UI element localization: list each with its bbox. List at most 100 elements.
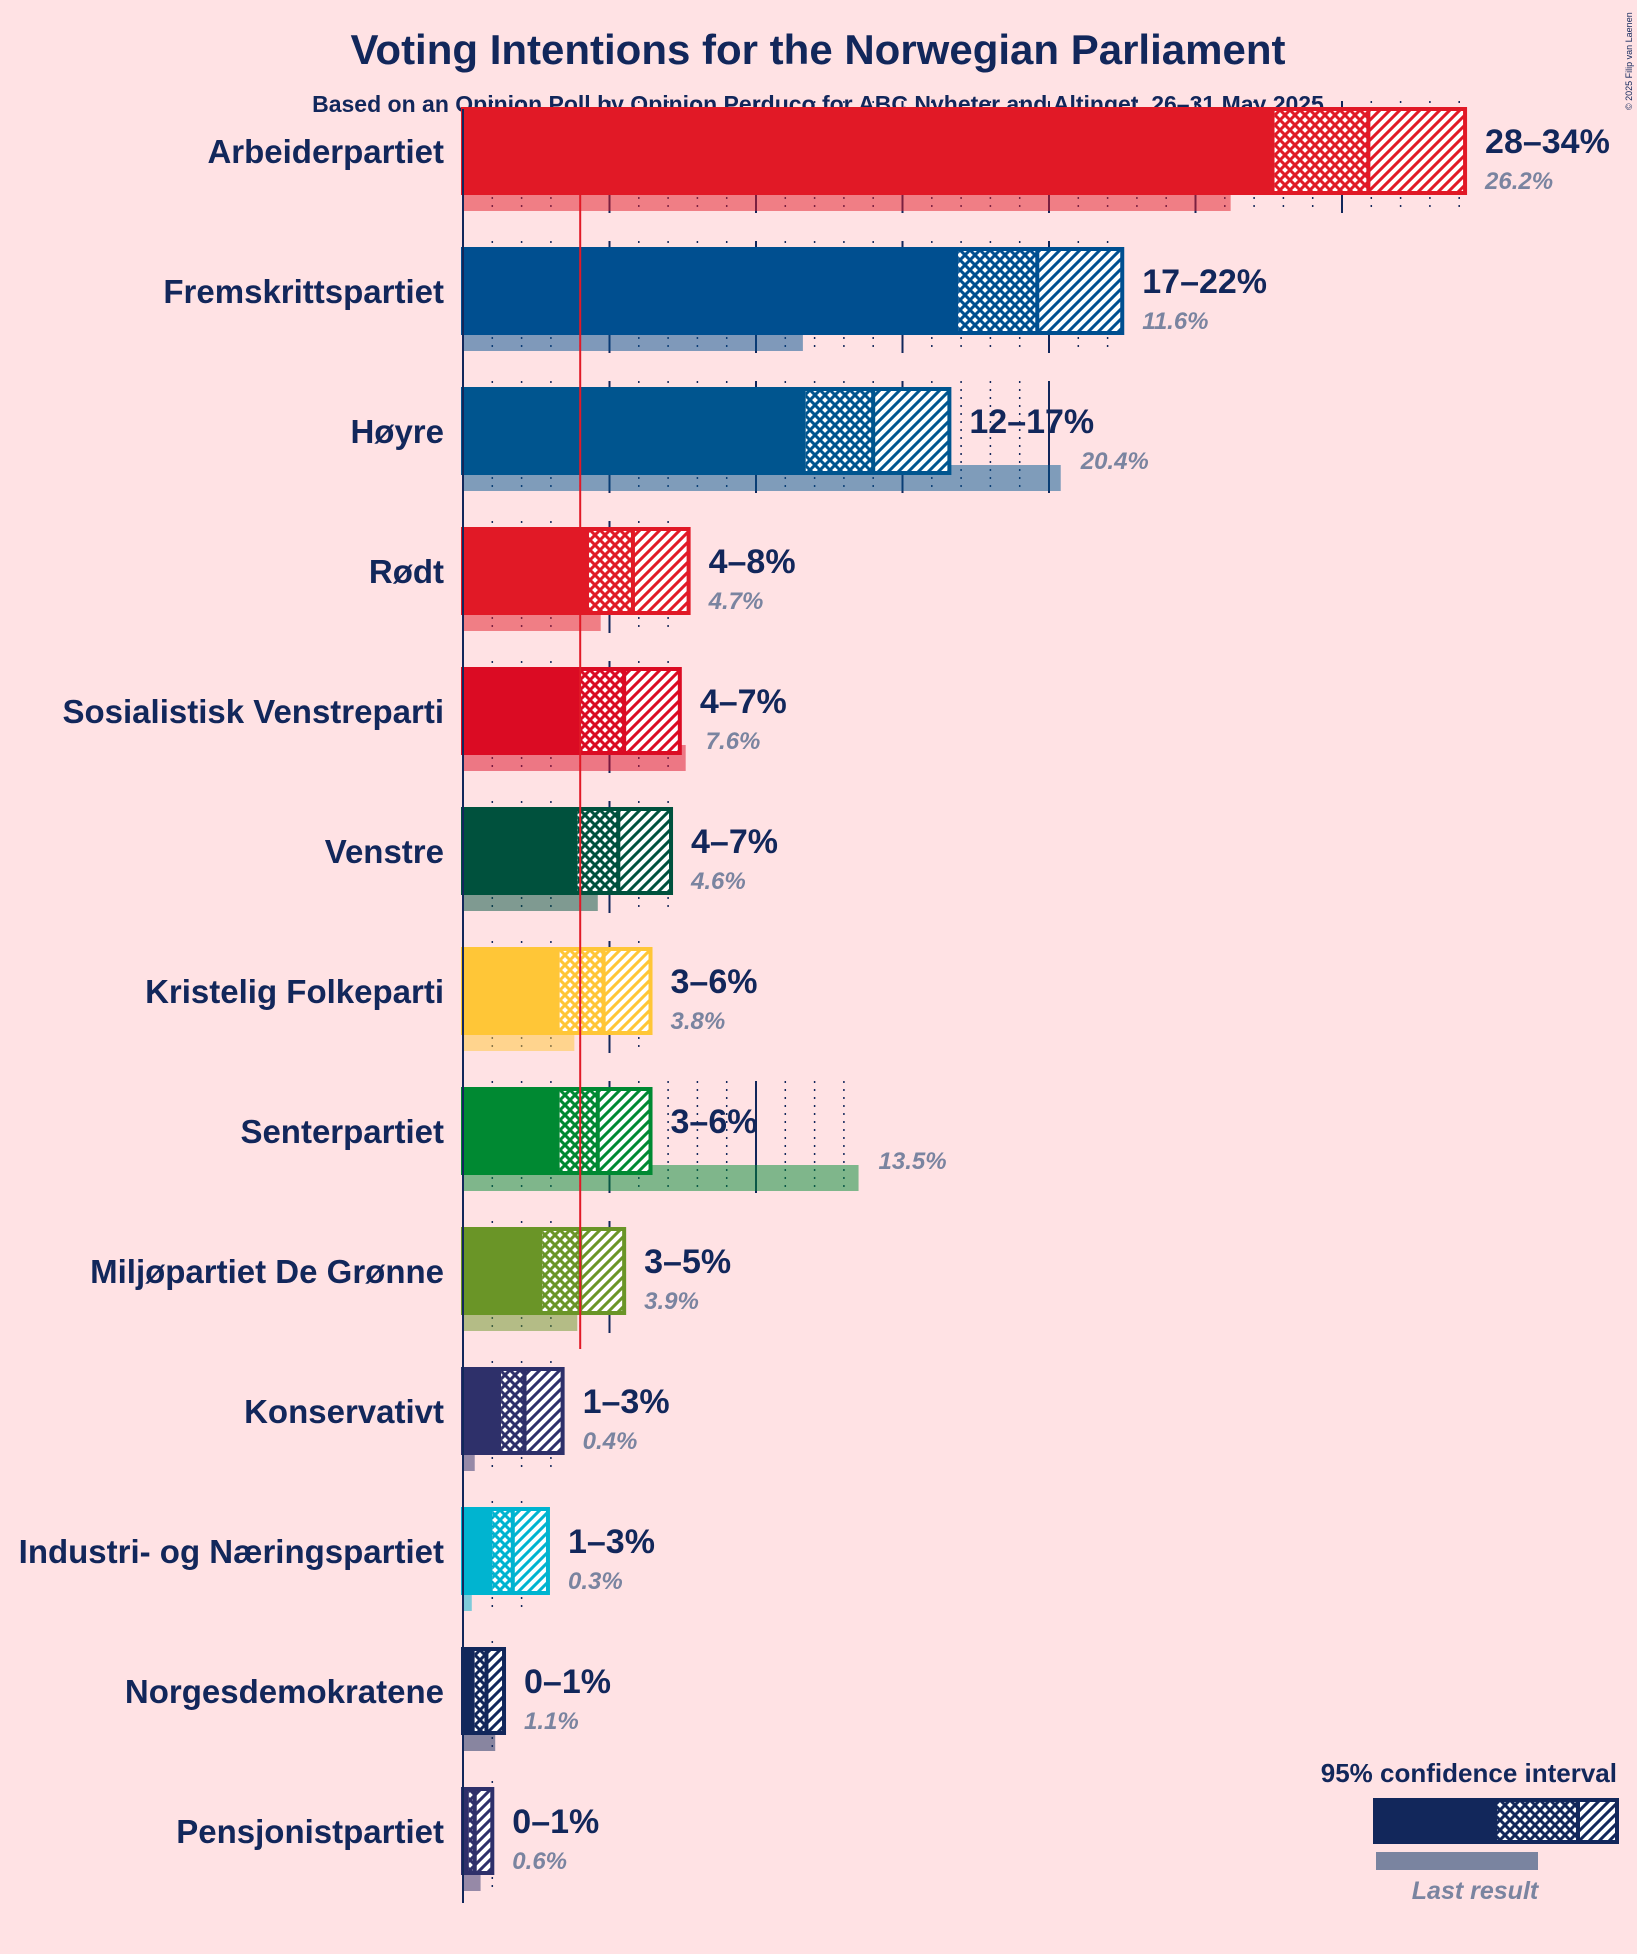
ci-crosshatch-bar-kristelig-folkeparti xyxy=(559,949,604,1033)
ci-crosshatch-bar-sosialistisk-venstreparti xyxy=(580,669,625,753)
ci-solid-bar-konservativt xyxy=(463,1369,502,1453)
ci-solid-bar-pensjonistpartiet xyxy=(463,1789,469,1873)
last-result-bar-konservativt xyxy=(463,1445,475,1471)
last-result-bar-industri-og-n-ringspartiet xyxy=(463,1585,472,1611)
ci-crosshatch-bar-industri-og-n-ringspartiet xyxy=(492,1509,513,1593)
ci-solid-bar-sosialistisk-venstreparti xyxy=(463,669,581,753)
ci-solid-bar-norgesdemokratene xyxy=(463,1649,475,1733)
ci-solid-bar-industri-og-n-ringspartiet xyxy=(463,1509,493,1593)
party-label-senterpartiet: Senterpartiet xyxy=(240,1113,444,1150)
ci-crosshatch-bar-norgesdemokratene xyxy=(474,1649,487,1733)
legend-last-result-label: Last result xyxy=(1412,1877,1540,1905)
ci-hatch-bar-sosialistisk-venstreparti xyxy=(624,669,680,753)
legend: 95% confidence interval with median Last… xyxy=(1321,1758,1619,1905)
ci-hatch-bar-senterpartiet xyxy=(597,1089,651,1173)
party-label-hoyre: Høyre xyxy=(350,413,444,450)
legend-solid-bar xyxy=(1375,1800,1497,1842)
ci-solid-bar-venstre xyxy=(463,809,578,893)
party-row-rodt: Rødt 4–8% 4.7% xyxy=(369,521,796,633)
party-row-kristelig-folkeparti: Kristelig Folkeparti 3–6% 3.8% xyxy=(145,941,757,1053)
party-row-industri-og-n-ringspartiet: Industri- og Næringspartiet 1–3% 0.3% xyxy=(19,1501,655,1613)
last-result-label-rodt: 4.7% xyxy=(708,588,764,615)
party-row-konservativt: Konservativt 1–3% 0.4% xyxy=(244,1361,670,1473)
range-label-venstre: 4–7% xyxy=(691,823,778,861)
party-label-venstre: Venstre xyxy=(325,833,444,870)
range-label-senterpartiet: 3–6% xyxy=(671,1103,758,1141)
party-label-fremskrittspartiet: Fremskrittspartiet xyxy=(163,273,444,310)
last-result-label-arbeiderpartiet: 26.2% xyxy=(1484,168,1553,195)
range-label-industri-og-n-ringspartiet: 1–3% xyxy=(568,1523,655,1561)
ci-hatch-bar-industri-og-n-ringspartiet xyxy=(512,1509,548,1593)
ci-hatch-bar-fremskrittspartiet xyxy=(1037,249,1123,333)
ci-solid-bar-miljopartiet-de-gronne xyxy=(463,1229,543,1313)
last-result-label-norgesdemokratene: 1.1% xyxy=(524,1708,579,1735)
ci-hatch-bar-venstre xyxy=(618,809,672,893)
last-result-label-venstre: 4.6% xyxy=(690,868,746,895)
legend-hatch-bar xyxy=(1578,1800,1617,1842)
ci-solid-bar-kristelig-folkeparti xyxy=(463,949,560,1033)
last-result-label-miljopartiet-de-gronne: 3.9% xyxy=(644,1288,699,1315)
last-result-label-konservativt: 0.4% xyxy=(583,1428,638,1455)
legend-last-result-bar xyxy=(1376,1852,1538,1870)
range-label-pensjonistpartiet: 0–1% xyxy=(512,1803,599,1841)
party-row-fremskrittspartiet: Fremskrittspartiet 17–22% 11.6% xyxy=(163,241,1267,353)
party-row-hoyre: Høyre 12–17% 20.4% xyxy=(350,381,1149,493)
party-rows: Arbeiderpartiet 28–34% 26.2% Fremskrittspar… xyxy=(19,101,1610,1903)
ci-crosshatch-bar-venstre xyxy=(577,809,619,893)
ci-crosshatch-bar-rodt xyxy=(588,529,633,613)
ci-solid-bar-hoyre xyxy=(463,389,806,473)
ci-hatch-bar-kristelig-folkeparti xyxy=(603,949,651,1033)
last-result-label-fremskrittspartiet: 11.6% xyxy=(1142,308,1208,335)
ci-solid-bar-fremskrittspartiet xyxy=(463,249,959,333)
party-label-rodt: Rødt xyxy=(369,553,444,590)
legend-outline xyxy=(1373,1798,1619,1844)
party-label-miljopartiet-de-gronne: Miljøpartiet De Grønne xyxy=(90,1253,444,1290)
party-row-venstre: Venstre 4–7% 4.6% xyxy=(325,801,778,913)
ci-hatch-bar-arbeiderpartiet xyxy=(1368,109,1466,193)
last-result-label-hoyre: 20.4% xyxy=(1080,448,1149,475)
party-row-senterpartiet: Senterpartiet 3–6% 13.5% xyxy=(240,1081,947,1193)
range-label-kristelig-folkeparti: 3–6% xyxy=(671,963,758,1001)
ci-hatch-bar-konservativt xyxy=(524,1369,563,1453)
ci-crosshatch-bar-hoyre xyxy=(805,389,874,473)
party-label-arbeiderpartiet: Arbeiderpartiet xyxy=(207,133,444,170)
ci-hatch-bar-norgesdemokratene xyxy=(486,1649,505,1733)
ci-crosshatch-bar-konservativt xyxy=(501,1369,525,1453)
ci-crosshatch-bar-arbeiderpartiet xyxy=(1274,109,1369,193)
party-label-pensjonistpartiet: Pensjonistpartiet xyxy=(176,1813,444,1850)
party-label-kristelig-folkeparti: Kristelig Folkeparti xyxy=(145,973,444,1010)
last-result-label-sosialistisk-venstreparti: 7.6% xyxy=(706,728,761,755)
party-label-konservativt: Konservativt xyxy=(244,1393,444,1430)
range-label-arbeiderpartiet: 28–34% xyxy=(1485,123,1610,161)
legend-title-line1: 95% confidence interval xyxy=(1321,1758,1617,1788)
range-label-norgesdemokratene: 0–1% xyxy=(524,1663,611,1701)
ci-crosshatch-bar-miljopartiet-de-gronne xyxy=(542,1229,581,1313)
party-row-miljopartiet-de-gronne: Miljøpartiet De Grønne 3–5% 3.9% xyxy=(90,1221,731,1333)
party-row-sosialistisk-venstreparti: Sosialistisk Venstreparti 4–7% 7.6% xyxy=(62,661,787,773)
range-label-sosialistisk-venstreparti: 4–7% xyxy=(700,683,787,721)
ci-crosshatch-bar-fremskrittspartiet xyxy=(958,249,1038,333)
ci-hatch-bar-rodt xyxy=(632,529,689,613)
last-result-label-pensjonistpartiet: 0.6% xyxy=(512,1848,567,1875)
ci-crosshatch-bar-senterpartiet xyxy=(559,1089,598,1173)
ci-solid-bar-senterpartiet xyxy=(463,1089,560,1173)
party-label-industri-og-n-ringspartiet: Industri- og Næringspartiet xyxy=(19,1533,444,1570)
range-label-miljopartiet-de-gronne: 3–5% xyxy=(644,1243,731,1281)
party-row-pensjonistpartiet: Pensjonistpartiet 0–1% 0.6% xyxy=(176,1781,599,1893)
legend-crosshatch-bar xyxy=(1497,1800,1578,1842)
chart-title: Voting Intentions for the Norwegian Parl… xyxy=(351,26,1286,73)
ci-crosshatch-bar-pensjonistpartiet xyxy=(468,1789,475,1873)
ci-hatch-bar-miljopartiet-de-gronne xyxy=(580,1229,625,1313)
ci-solid-bar-arbeiderpartiet xyxy=(463,109,1275,193)
ci-solid-bar-rodt xyxy=(463,529,589,613)
party-label-norgesdemokratene: Norgesdemokratene xyxy=(125,1673,444,1710)
party-row-arbeiderpartiet: Arbeiderpartiet 28–34% 26.2% xyxy=(207,101,1610,213)
range-label-hoyre: 12–17% xyxy=(969,403,1094,441)
last-result-label-kristelig-folkeparti: 3.8% xyxy=(671,1008,726,1035)
ci-hatch-bar-pensjonistpartiet xyxy=(474,1789,493,1873)
range-label-rodt: 4–8% xyxy=(709,543,796,581)
last-result-label-senterpartiet: 13.5% xyxy=(879,1148,947,1175)
copyright: © 2025 Filip van Laenen xyxy=(1624,12,1634,110)
party-label-sosialistisk-venstreparti: Sosialistisk Venstreparti xyxy=(62,693,444,730)
